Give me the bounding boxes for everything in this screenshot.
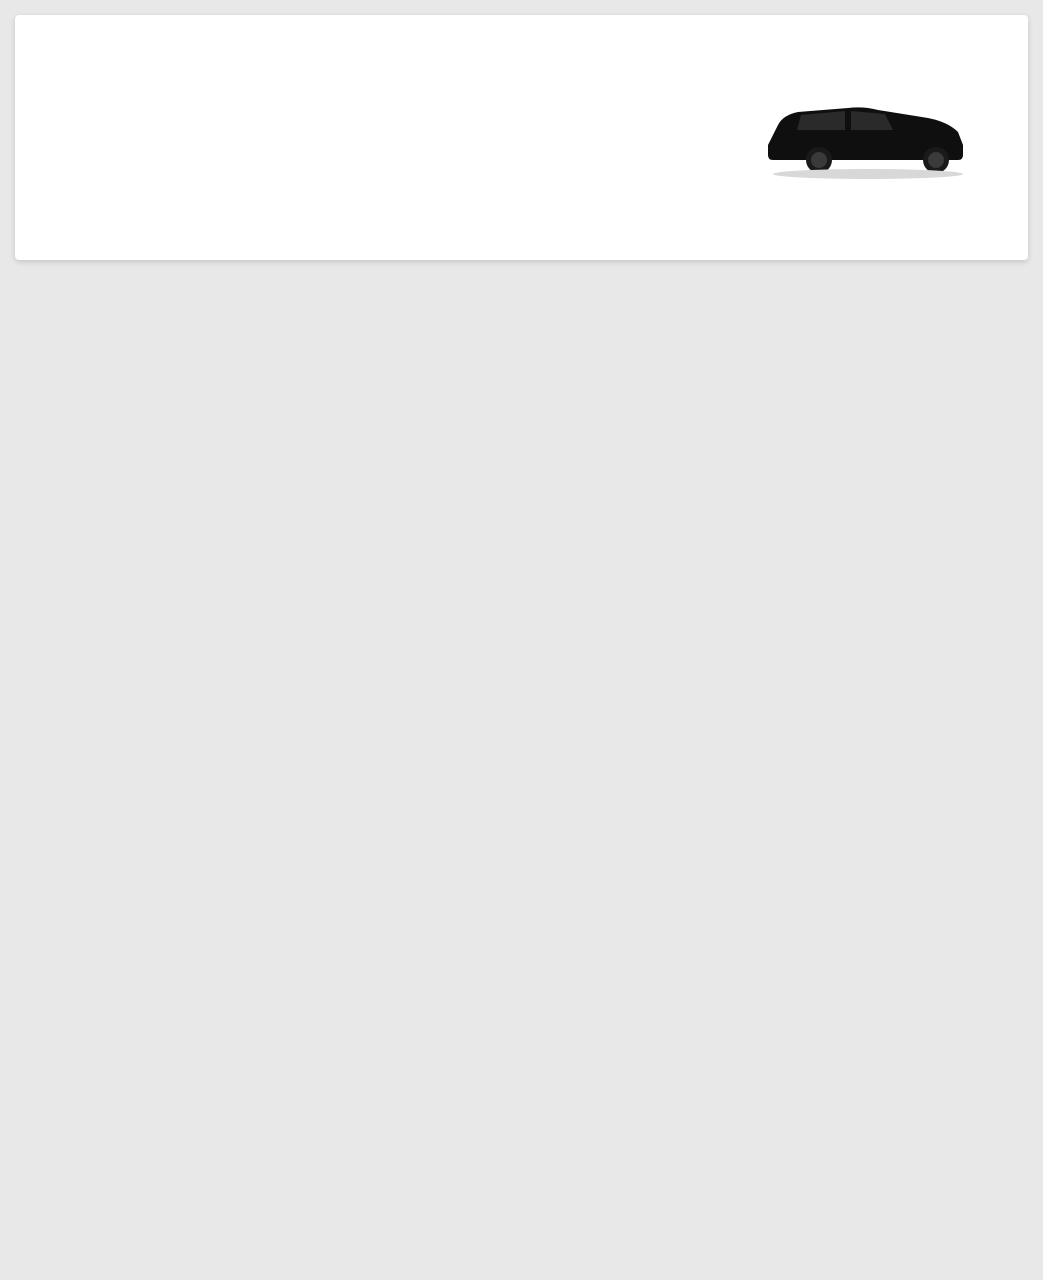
- infographic-card: [15, 15, 1028, 260]
- title-block: [70, 70, 723, 86]
- header: [70, 70, 973, 180]
- hero-car-image: [753, 70, 973, 180]
